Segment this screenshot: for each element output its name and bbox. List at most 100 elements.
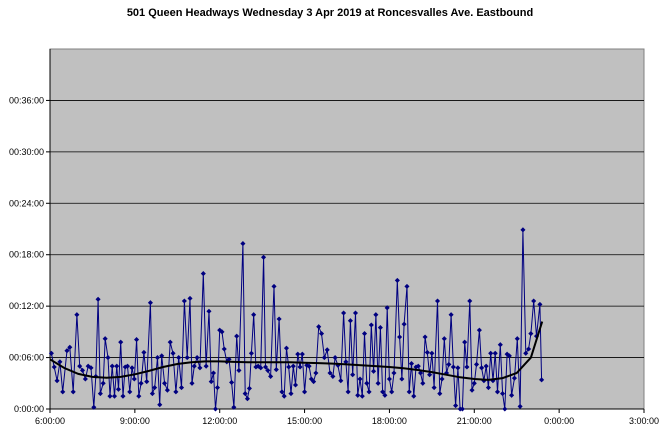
- data-point: [292, 382, 299, 388]
- data-point: [368, 322, 374, 328]
- data-point: [176, 355, 182, 361]
- data-point: [306, 363, 312, 369]
- data-point: [341, 310, 347, 316]
- data-point: [248, 350, 254, 356]
- data-point: [147, 300, 153, 306]
- x-tick-label: 0:00:00: [544, 416, 574, 426]
- data-point: [127, 389, 133, 395]
- data-point: [281, 393, 287, 399]
- data-point: [517, 403, 523, 409]
- data-point: [164, 387, 170, 393]
- data-point: [234, 333, 240, 339]
- data-point: [197, 365, 203, 371]
- data-point: [330, 373, 336, 379]
- data-point: [208, 379, 214, 385]
- data-point: [184, 355, 190, 361]
- data-point: [357, 376, 363, 382]
- data-point: [464, 364, 470, 370]
- data-point: [431, 385, 437, 391]
- data-point: [279, 389, 285, 395]
- data-point: [57, 359, 63, 365]
- data-point: [129, 365, 135, 371]
- data-point: [450, 364, 456, 370]
- data-point: [242, 391, 248, 397]
- data-point: [406, 389, 412, 395]
- data-point: [124, 363, 131, 369]
- data-point: [448, 312, 454, 318]
- data-point: [427, 372, 433, 378]
- chart-title: 501 Queen Headways Wednesday 3 Apr 2019 …: [126, 7, 534, 19]
- x-tick-label: 9:00:00: [120, 416, 150, 426]
- data-point: [352, 310, 359, 316]
- y-tick-label: 00:24:00: [9, 198, 44, 208]
- data-point: [377, 325, 383, 331]
- data-point: [105, 355, 111, 361]
- data-point: [394, 277, 400, 283]
- data-point: [373, 312, 379, 318]
- data-point: [408, 361, 415, 367]
- data-point: [82, 376, 88, 382]
- data-point: [401, 321, 407, 327]
- data-point: [500, 391, 506, 397]
- data-point: [384, 305, 390, 311]
- data-point: [276, 316, 282, 322]
- data-point: [366, 389, 372, 395]
- data-point: [251, 312, 257, 318]
- data-point: [424, 349, 430, 355]
- data-point: [109, 363, 115, 369]
- data-point: [134, 337, 140, 343]
- data-point: [149, 391, 155, 397]
- data-point: [302, 389, 308, 395]
- data-point: [455, 365, 461, 371]
- data-point: [355, 392, 361, 398]
- x-tick-label: 18:00:00: [372, 416, 407, 426]
- data-point: [316, 324, 322, 330]
- data-point: [144, 379, 150, 385]
- data-point: [273, 367, 279, 373]
- data-point: [397, 334, 403, 340]
- data-point: [74, 312, 80, 318]
- data-point: [321, 355, 327, 361]
- data-point: [537, 301, 543, 307]
- data-point: [386, 376, 392, 382]
- data-point: [154, 355, 161, 361]
- data-point: [77, 363, 83, 369]
- data-point: [313, 370, 319, 376]
- data-point: [97, 391, 103, 397]
- data-point: [469, 387, 475, 393]
- data-point: [212, 406, 219, 412]
- data-point: [476, 327, 482, 333]
- data-point: [210, 370, 217, 376]
- data-point: [509, 392, 515, 398]
- data-point: [187, 295, 193, 301]
- x-tick-label: 12:00:00: [202, 416, 237, 426]
- data-point: [497, 342, 503, 348]
- data-point: [467, 298, 473, 304]
- data-point: [236, 367, 242, 373]
- data-point: [290, 363, 296, 369]
- data-point: [389, 389, 395, 395]
- data-point: [361, 331, 368, 337]
- data-point: [138, 380, 144, 386]
- data-point: [100, 380, 106, 386]
- data-point: [453, 403, 459, 409]
- data-point: [297, 364, 303, 370]
- data-point: [191, 363, 197, 369]
- data-point: [459, 406, 465, 412]
- data-point: [417, 370, 424, 376]
- data-point: [231, 404, 237, 410]
- data-point: [299, 351, 305, 357]
- data-point: [136, 393, 142, 399]
- data-point: [159, 353, 165, 359]
- data-point: [295, 351, 301, 357]
- data-point: [422, 334, 428, 340]
- data-point: [265, 367, 271, 373]
- data-point: [194, 355, 200, 361]
- data-point: [404, 283, 410, 289]
- data-point: [288, 391, 294, 397]
- data-point: [271, 283, 277, 289]
- data-point: [364, 380, 370, 386]
- data-point: [226, 356, 232, 362]
